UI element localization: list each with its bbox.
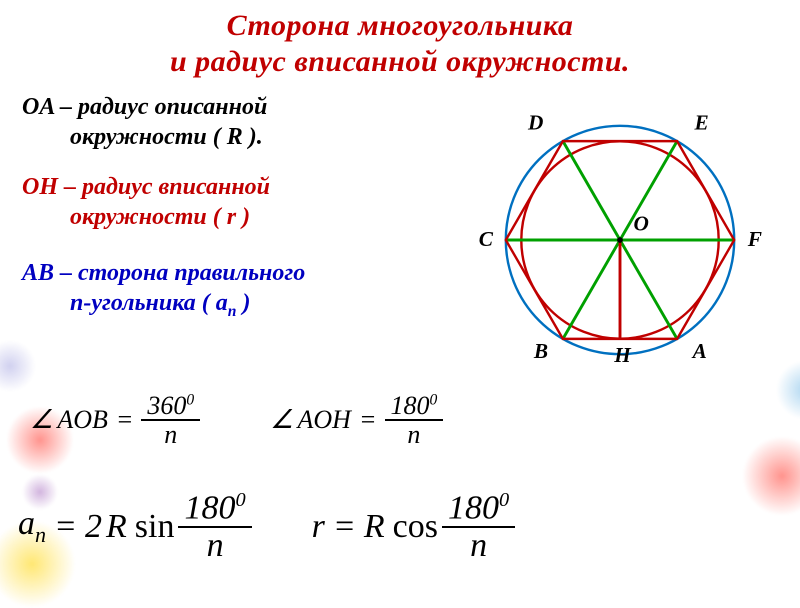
definition-ab-line1: AB – сторона правильного	[22, 258, 305, 288]
definition-oh-line2: окружности ( r )	[22, 202, 270, 232]
svg-text:E: E	[694, 110, 709, 134]
svg-text:O: O	[634, 211, 649, 235]
definition-oa: OA – радиус описанной окружности ( R ).	[22, 92, 267, 152]
hexagon-diagram: D E F A B C O H	[460, 90, 780, 390]
formula-row-main: an = 2R sin 1800 n r = R cos 1800 n	[18, 490, 515, 564]
definition-oh: OH – радиус вписанной окружности ( r )	[22, 172, 270, 232]
svg-text:F: F	[747, 227, 762, 251]
definition-ab: AB – сторона правильного п-угольника ( a…	[22, 258, 305, 321]
svg-text:C: C	[479, 227, 494, 251]
svg-text:H: H	[613, 343, 632, 367]
title-line-2: и радиус вписанной окружности.	[0, 44, 800, 80]
definition-ab-line2: п-угольника ( aп )	[22, 288, 305, 321]
formula-angle-aoh: ∠AOH = 1800 n	[270, 392, 443, 449]
formula-side-an: an = 2R sin 1800 n	[18, 490, 252, 564]
svg-text:D: D	[527, 110, 543, 134]
title-line-1: Сторона многоугольника	[0, 8, 800, 44]
definition-oa-line2: окружности ( R ).	[22, 122, 267, 152]
definition-oa-line1: OA – радиус описанной	[22, 92, 267, 122]
formula-inradius-r: r = R cos 1800 n	[312, 490, 516, 564]
formula-row-angles: ∠AOB = 3600 n ∠AOH = 1800 n	[30, 392, 443, 449]
svg-text:B: B	[533, 339, 548, 363]
svg-text:A: A	[691, 339, 707, 363]
slide-title: Сторона многоугольника и радиус вписанно…	[0, 0, 800, 80]
formula-angle-aob: ∠AOB = 3600 n	[30, 392, 200, 449]
definition-oh-line1: OH – радиус вписанной	[22, 172, 270, 202]
